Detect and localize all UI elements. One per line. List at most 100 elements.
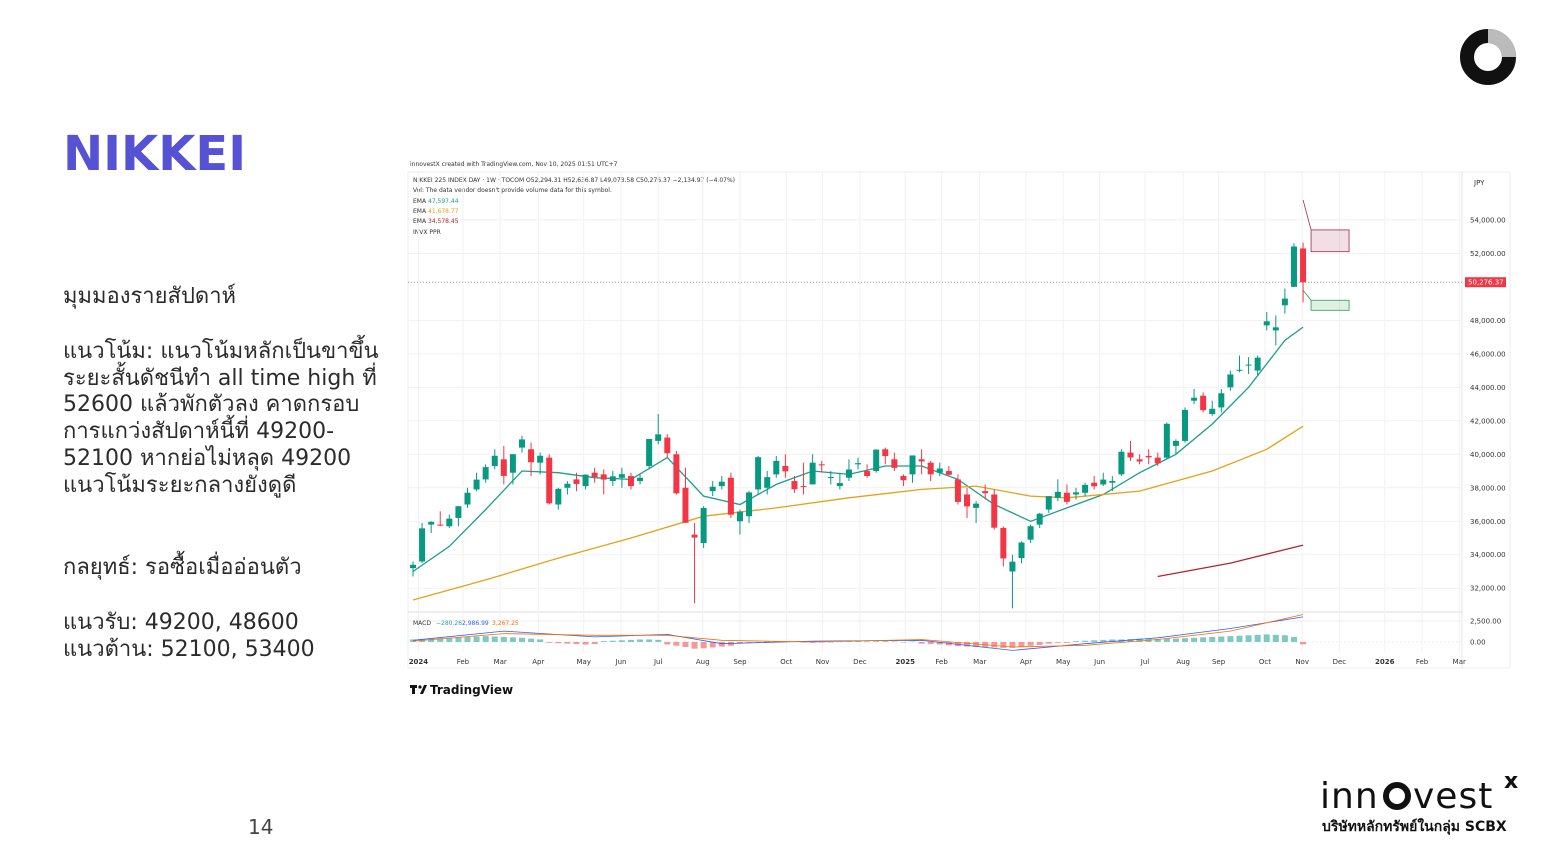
candle-body: [791, 481, 798, 490]
ppr-zone: [1310, 229, 1350, 253]
macd-bar: [973, 641, 980, 648]
credit-text: TradingView: [430, 683, 513, 697]
candle-body: [518, 439, 525, 448]
candle-body: [446, 518, 453, 527]
macd-bar: [1245, 635, 1252, 642]
macd-bar: [1091, 640, 1098, 642]
legend-value: 47,597.44: [428, 198, 459, 205]
macd-line: [412, 614, 1304, 648]
paragraph-line: 52100 หากย่อไม่หลุด 49200: [63, 445, 351, 471]
subheading: มุมมองรายสัปดาห์: [63, 284, 236, 309]
macd-bar: [437, 638, 444, 642]
candle-body: [1245, 364, 1252, 366]
macd-bar: [1172, 638, 1179, 642]
macd-bar: [573, 641, 580, 645]
tradingview-logo: TradingView: [410, 683, 513, 697]
macd-bar: [582, 641, 589, 645]
logo: inn vest x บริษัทหลักทรัพย์ในกลุ่ม SCBX: [1320, 769, 1518, 835]
macd-bar: [918, 641, 925, 644]
macd-bar: [1063, 641, 1070, 643]
macd-bar: [591, 641, 598, 645]
candle-body: [1054, 491, 1061, 498]
logo-ring: [1383, 782, 1411, 810]
macd-bar: [673, 641, 680, 646]
macd-bar: [518, 637, 525, 642]
logo-text: inn: [1320, 776, 1379, 817]
x-tick-label: Dec: [853, 658, 867, 666]
x-tick-label: Nov: [816, 658, 830, 666]
x-tick-label: Nov: [1295, 658, 1309, 666]
x-tick-label: May: [1056, 658, 1070, 666]
macd-bar: [755, 641, 762, 643]
legend-entry: EMA: [413, 198, 427, 205]
brand-icon: [1460, 29, 1516, 85]
macd-bar: [1045, 641, 1052, 644]
macd-bar: [1191, 637, 1198, 642]
candle-body: [1227, 374, 1234, 388]
macd-bar: [1009, 641, 1016, 648]
paragraph-line: แนวโน้มระยะกลางยังดูดี: [63, 472, 296, 498]
candle-body: [491, 455, 498, 467]
y-tick-label: 44,000.00: [1470, 384, 1506, 392]
candle-body: [1082, 484, 1089, 493]
macd-bar: [446, 637, 453, 642]
macd-bar: [1163, 638, 1170, 642]
legend-entry: EMA: [413, 208, 427, 215]
macd-bar: [428, 638, 435, 642]
macd-bar: [1236, 635, 1243, 642]
macd-bar: [909, 641, 916, 643]
macd-bar: [609, 640, 616, 642]
macd-bar: [627, 639, 634, 642]
chart-frame: [407, 171, 1511, 669]
macd-label: MACD: [413, 620, 431, 627]
candle-body: [419, 528, 426, 562]
candle-body: [627, 476, 634, 487]
macd-bar: [1100, 639, 1107, 642]
candle-body: [609, 476, 616, 482]
candle-body: [464, 492, 471, 505]
candle-body: [1154, 457, 1161, 464]
macd-bar: [1200, 637, 1207, 642]
candle-body: [782, 466, 789, 472]
candle-body: [1272, 327, 1279, 331]
macd-bar: [1136, 638, 1143, 642]
candle-body: [646, 439, 653, 467]
slide-title: NIKKEI: [63, 126, 246, 182]
candle-body: [936, 468, 943, 473]
y-tick-label: 38,000.00: [1470, 484, 1506, 492]
macd-tick-label: 2,500.00: [1470, 617, 1501, 625]
candle-body: [664, 437, 671, 454]
plot: 2024 Feb Mar Apr May Jun Jul Aug Sep Oct Nov Dec 202…: [408, 172, 1506, 666]
x-tick-label: May: [577, 658, 591, 666]
candle-body: [1263, 321, 1270, 326]
candle-body: [1254, 357, 1261, 371]
candle-body: [1100, 479, 1107, 485]
macd-bar: [818, 641, 825, 643]
macd-bar: [1272, 634, 1279, 642]
candle-body: [637, 477, 644, 482]
candle-body: [1118, 451, 1125, 475]
x-tick-label: Dec: [1333, 658, 1347, 666]
macd-tick-label: 0.00: [1470, 638, 1486, 646]
candle-body: [682, 487, 689, 523]
candle-body: [582, 474, 589, 487]
y-tick-label: 52,000.00: [1470, 250, 1506, 258]
macd-bar: [718, 641, 725, 647]
candle-body: [1045, 496, 1052, 510]
macd-bar: [655, 639, 662, 642]
x-tick-label: Aug: [1176, 658, 1190, 666]
candle-body: [818, 464, 825, 466]
macd-value-label: 2,986.99: [462, 620, 489, 627]
candle-body: [918, 459, 925, 462]
macd-bar: [891, 641, 898, 643]
macd-bar: [855, 641, 862, 642]
candle-body: [982, 491, 989, 494]
candle-body: [973, 503, 980, 508]
macd-bar: [537, 639, 544, 642]
macd-bar: [555, 641, 562, 644]
macd-bar: [827, 641, 834, 643]
candle-body: [746, 492, 753, 517]
candle-body: [537, 455, 544, 463]
macd-bar: [1218, 636, 1225, 642]
